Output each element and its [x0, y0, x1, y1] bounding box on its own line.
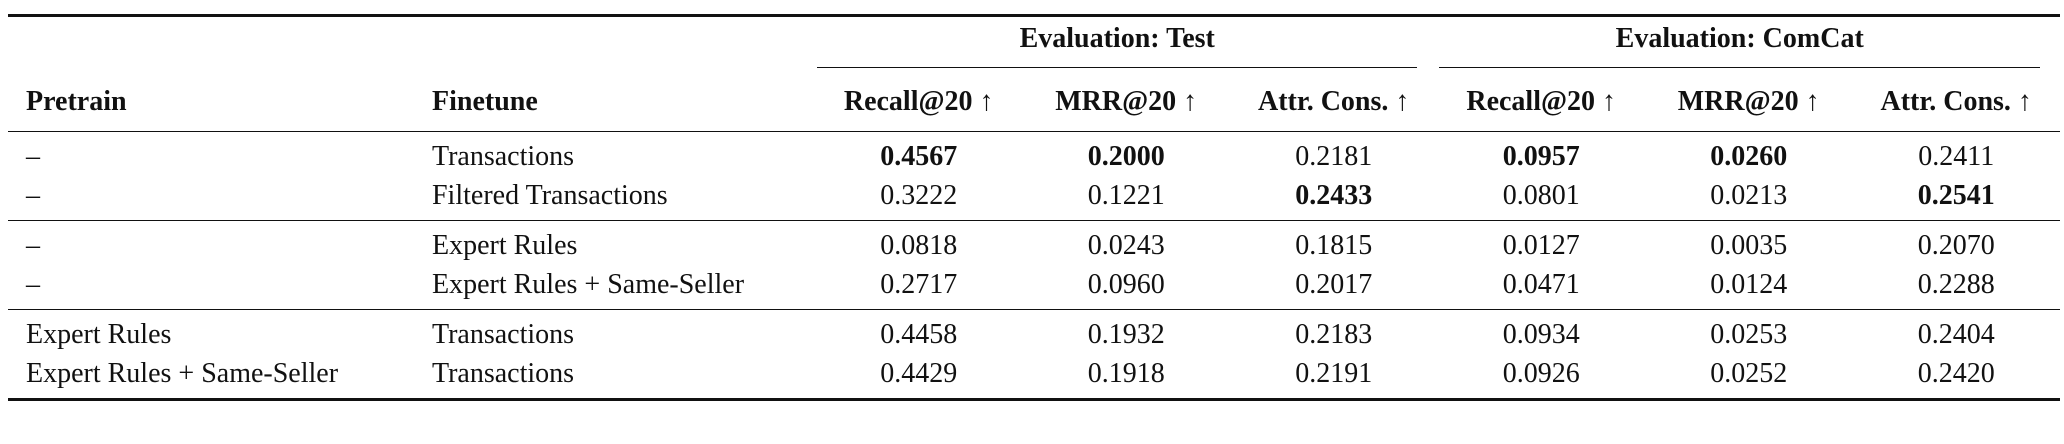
table-row: – Filtered Transactions 0.3222 0.1221 0.2433… — [8, 176, 2060, 221]
group-header-row: Evaluation: Test Evaluation: ComCat — [8, 17, 2060, 73]
cell-comcat-attr-cons: 0.2070 — [1917, 229, 1995, 261]
cell-comcat-attr-cons: 0.2541 — [1917, 179, 1995, 211]
cell-test-mrr: 0.1932 — [1087, 318, 1165, 350]
cell-test-mrr: 0.2000 — [1087, 140, 1165, 172]
column-header-test-mrr: MRR@20 ↑ — [1055, 86, 1198, 117]
cell-comcat-attr-cons: 0.2404 — [1917, 318, 1995, 350]
cell-test-recall: 0.4458 — [880, 318, 958, 350]
results-table: Evaluation: Test Evaluation: ComCat Pret… — [8, 14, 2060, 402]
cell-comcat-mrr: 0.0124 — [1710, 268, 1788, 300]
cell-test-attr-cons: 0.2433 — [1295, 179, 1373, 211]
group-rule — [8, 309, 2060, 310]
column-header-row: Pretrain Finetune Recall@20 ↑ MRR@20 ↑ A… — [8, 73, 2060, 132]
cell-finetune: Transactions — [431, 140, 575, 172]
table-row: – Expert Rules 0.0818 0.0243 0.1815 0.0127 0.0… — [8, 221, 2060, 265]
cell-test-attr-cons: 0.2181 — [1295, 140, 1373, 172]
cell-test-recall: 0.4429 — [880, 357, 958, 389]
cell-pretrain: – — [26, 229, 40, 261]
cell-pretrain: – — [26, 268, 40, 300]
table-row: – Expert Rules + Same-Seller 0.2717 0.0960 0… — [8, 265, 2060, 310]
cell-test-mrr: 0.1918 — [1087, 357, 1165, 389]
table-body: – Transactions 0.4567 0.2000 0.2181 0.0957 0.0… — [8, 131, 2060, 402]
cell-pretrain: Expert Rules + Same-Seller — [26, 357, 339, 389]
results-table-container: Evaluation: Test Evaluation: ComCat Pret… — [8, 14, 2060, 402]
column-header-test-attr-cons: Attr. Cons. ↑ — [1257, 86, 1410, 117]
cell-comcat-mrr: 0.0252 — [1710, 357, 1788, 389]
cell-comcat-recall: 0.0934 — [1502, 318, 1580, 350]
column-header-test-recall: Recall@20 ↑ — [843, 86, 994, 117]
cell-pretrain: – — [26, 140, 40, 172]
cell-finetune: Transactions — [431, 357, 575, 389]
group-header-comcat: Evaluation: ComCat — [1437, 17, 2060, 73]
cell-comcat-mrr: 0.0035 — [1710, 229, 1788, 261]
cell-test-mrr: 0.0960 — [1087, 268, 1165, 300]
cell-test-recall: 0.2717 — [880, 268, 958, 300]
cell-finetune: Transactions — [431, 318, 575, 350]
cell-pretrain: Expert Rules — [26, 318, 172, 350]
cell-test-attr-cons: 0.2183 — [1295, 318, 1373, 350]
cell-test-attr-cons: 0.1815 — [1295, 229, 1373, 261]
cell-comcat-mrr: 0.0253 — [1710, 318, 1788, 350]
group-rule — [8, 220, 2060, 221]
group-header-test: Evaluation: Test — [815, 17, 1438, 73]
cell-comcat-recall: 0.0801 — [1502, 179, 1580, 211]
cell-finetune: Filtered Transactions — [431, 179, 668, 211]
group-rule — [8, 131, 2060, 132]
table-row: Expert Rules Transactions 0.4458 0.1932 0.21… — [8, 310, 2060, 354]
cell-test-mrr: 0.1221 — [1087, 179, 1165, 211]
cell-test-recall: 0.0818 — [880, 229, 958, 261]
cell-test-mrr: 0.0243 — [1087, 229, 1165, 261]
cell-pretrain: – — [26, 179, 40, 211]
cell-test-recall: 0.4567 — [880, 140, 958, 172]
cell-comcat-mrr: 0.0213 — [1710, 179, 1788, 211]
top-rule — [8, 14, 2060, 18]
cell-comcat-recall: 0.0471 — [1502, 268, 1580, 300]
bottom-rule — [8, 398, 2060, 402]
column-header-comcat-attr-cons: Attr. Cons. ↑ — [1880, 86, 2032, 117]
group-header-comcat-label: Evaluation: ComCat — [1439, 23, 2040, 68]
column-header-finetune: Finetune — [431, 86, 538, 117]
group-header-test-label: Evaluation: Test — [816, 23, 1418, 68]
cell-comcat-recall: 0.0957 — [1502, 140, 1580, 172]
cell-test-attr-cons: 0.2191 — [1295, 357, 1373, 389]
cell-comcat-mrr: 0.0260 — [1710, 140, 1788, 172]
group-header-empty — [8, 17, 815, 73]
cell-test-recall: 0.3222 — [880, 179, 958, 211]
table-row: – Transactions 0.4567 0.2000 0.2181 0.0957 0.0… — [8, 132, 2060, 176]
cell-comcat-attr-cons: 0.2420 — [1917, 357, 1995, 389]
cell-comcat-recall: 0.0926 — [1502, 357, 1580, 389]
column-header-comcat-mrr: MRR@20 ↑ — [1677, 86, 1820, 117]
cell-comcat-attr-cons: 0.2288 — [1917, 268, 1995, 300]
table-row: Expert Rules + Same-Seller Transactions 0.… — [8, 354, 2060, 400]
cell-finetune: Expert Rules + Same-Seller — [431, 268, 745, 300]
cell-comcat-recall: 0.0127 — [1502, 229, 1580, 261]
cell-comcat-attr-cons: 0.2411 — [1918, 140, 1995, 172]
column-header-comcat-recall: Recall@20 ↑ — [1466, 86, 1617, 117]
column-header-pretrain: Pretrain — [26, 86, 127, 117]
cell-test-attr-cons: 0.2017 — [1295, 268, 1373, 300]
cell-finetune: Expert Rules — [431, 229, 578, 261]
